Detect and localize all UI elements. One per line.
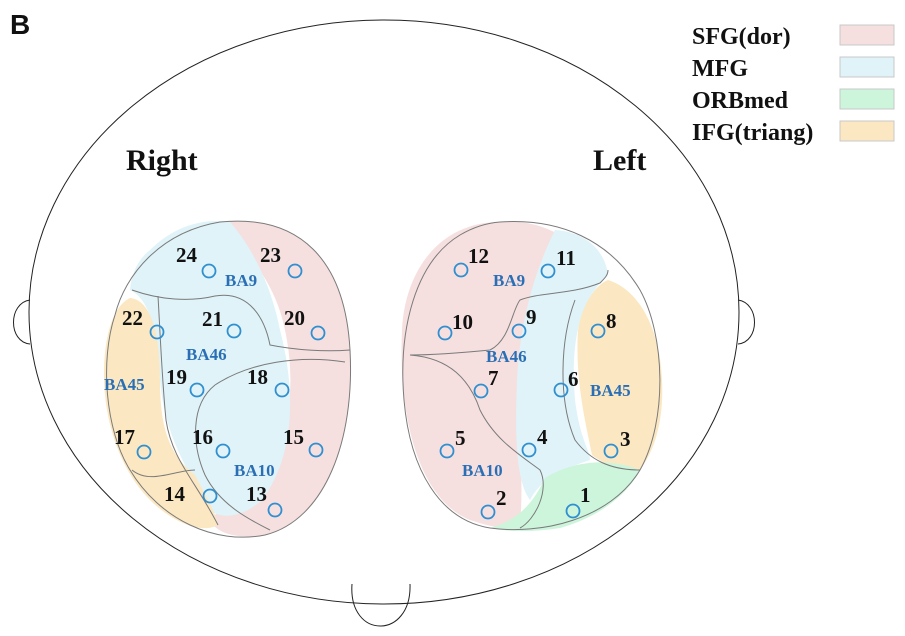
channel-9-label: 9 [526,305,537,329]
channel-8-marker [590,323,606,339]
channel-24-marker [201,263,217,279]
channel-7-label: 7 [488,366,499,390]
channel-22-marker [149,324,165,340]
channel-6-label: 6 [568,367,579,391]
right-ba45-label: BA45 [104,375,145,394]
channel-5-label: 5 [455,426,466,450]
legend-swatch-mfg [839,56,895,78]
channel-10-label: 10 [452,310,473,334]
channel-5-marker [439,443,455,459]
channel-23-marker [287,263,303,279]
left-mfg-region [516,230,608,500]
legend-label-sfg: SFG(dor) [692,24,791,50]
channel-3-marker [603,443,619,459]
channel-11-marker [540,263,556,279]
channel-4-marker [521,442,537,458]
right-ba10-label: BA10 [234,461,275,480]
left-orbmed-region [490,462,640,531]
channel-18-marker [274,382,290,398]
right-ear [737,299,755,345]
channel-12-marker [453,262,469,278]
channel-21-label: 21 [202,307,223,331]
channel-14-marker [202,488,218,504]
channel-15-marker [308,442,324,458]
right-ba9-boundary [131,289,351,352]
right-ba45-lower-boundary [131,469,196,478]
hemisphere-left-label: Left [593,144,646,177]
nose [351,583,411,627]
channel-20-label: 20 [284,306,305,330]
channel-8-label: 8 [606,309,617,333]
legend: SFG(dor) MFG ORBmed IFG(triang) [692,24,895,146]
channel-22-label: 22 [122,306,143,330]
legend-swatch-orbmed [839,88,895,110]
channel-4-label: 4 [537,425,548,449]
channel-19-marker [189,382,205,398]
right-hemisphere-outline [106,220,352,538]
channel-23-label: 23 [260,243,281,267]
left-hemisphere-outline [402,221,661,531]
channel-10-marker [437,325,453,341]
channel-17-marker [136,444,152,460]
channel-12-label: 12 [468,244,489,268]
right-hemisphere: BA9 BA46 BA45 BA10 [103,220,352,538]
legend-swatch-ifg [839,120,895,142]
panel-label: B [10,9,30,40]
channel-14-label: 14 [164,482,186,506]
channel-9-marker [511,323,527,339]
channel-16-marker [215,443,231,459]
hemisphere-right-label: Right [126,144,198,177]
left-ba10-label: BA10 [462,461,503,480]
left-ba9-label: BA9 [493,271,525,290]
channel-6-marker [553,382,569,398]
channel-24-label: 24 [176,243,198,267]
channel-20-marker [310,325,326,341]
channel-13-label: 13 [246,482,267,506]
legend-swatch-sfg [839,24,895,46]
legend-label-mfg: MFG [692,56,748,82]
right-ba46-label: BA46 [186,345,227,364]
channel-13-marker [267,502,283,518]
channel-21-marker [226,323,242,339]
left-ba46-label: BA46 [486,347,527,366]
left-ba45-boundary [562,299,641,471]
channel-17-label: 17 [114,425,135,449]
right-ba10-boundary [195,358,346,531]
channel-1-marker [565,503,581,519]
right-sfg-region [210,221,351,537]
channel-7-marker [473,383,489,399]
legend-label-ifg: IFG(triang) [692,120,813,146]
channel-2-marker [480,504,496,520]
channel-18-label: 18 [247,365,268,389]
legend-label-orbmed: ORBmed [692,88,789,114]
channel-11-label: 11 [556,246,576,270]
channel-1-label: 1 [580,483,591,507]
channel-15-label: 15 [283,425,304,449]
left-ear [13,299,31,345]
left-hemisphere: BA9 BA46 BA45 BA10 [401,221,663,531]
right-mfg-region [130,220,291,516]
channel-3-label: 3 [620,427,631,451]
left-ba45-label: BA45 [590,381,631,400]
right-ba45-boundary [157,295,219,526]
left-ba9-boundary [409,269,609,356]
left-ba10-boundary [409,354,544,529]
channel-16-label: 16 [192,425,213,449]
head-outline [28,19,740,605]
channel-19-label: 19 [166,365,187,389]
left-ifg-region [577,280,663,470]
channel-2-label: 2 [496,486,507,510]
right-ba9-label: BA9 [225,271,257,290]
